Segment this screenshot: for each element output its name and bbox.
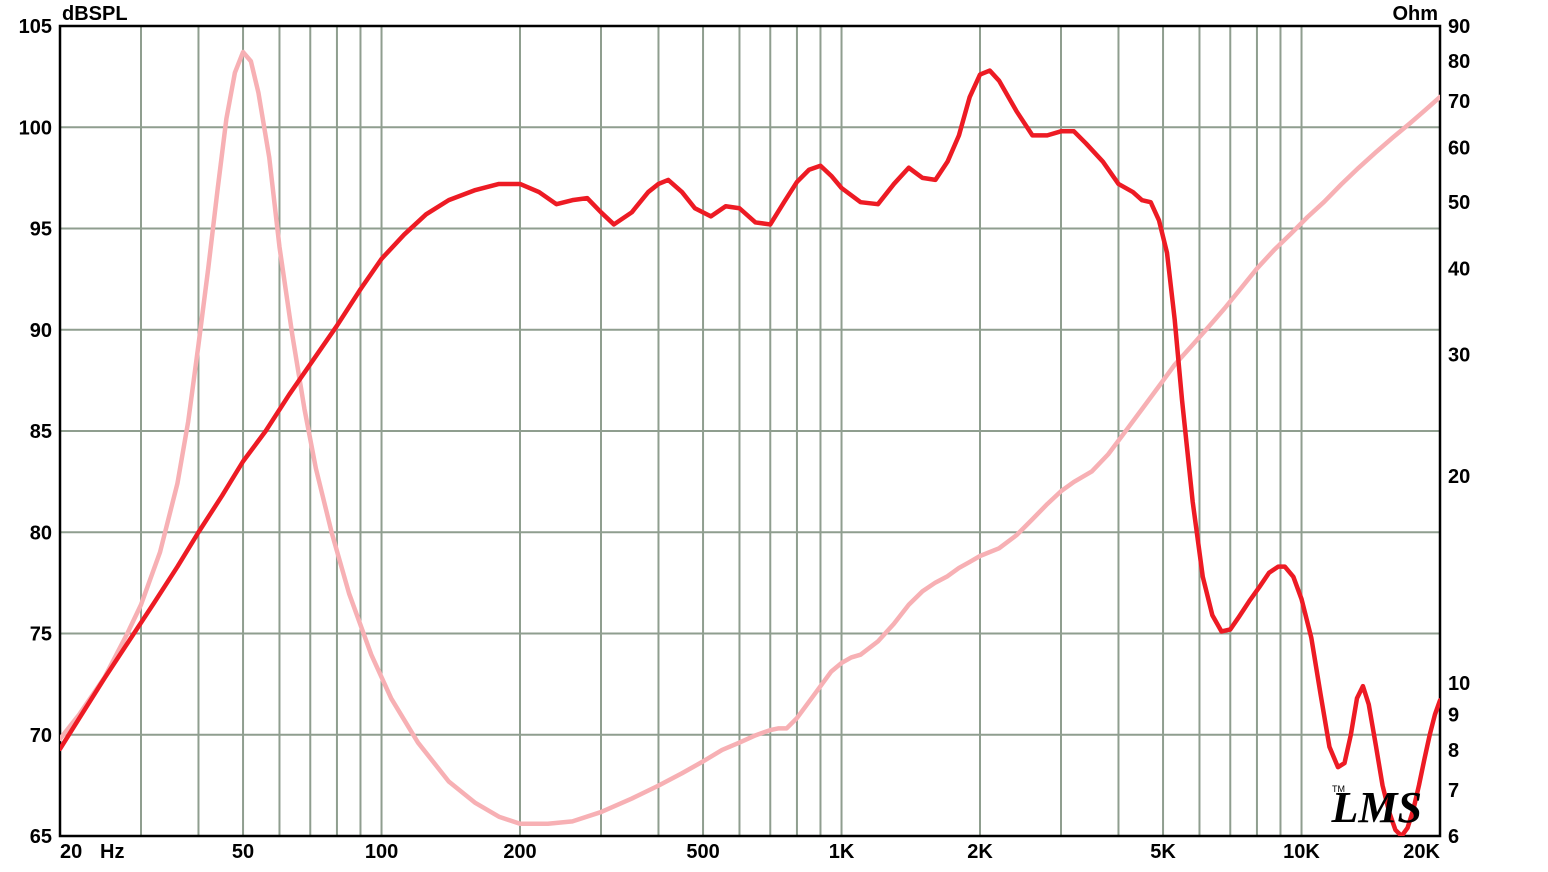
svg-text:TM: TM bbox=[1332, 784, 1345, 794]
x-tick: 100 bbox=[365, 841, 398, 863]
y-left-tick: 80 bbox=[30, 522, 52, 544]
x-tick: 10K bbox=[1283, 841, 1320, 863]
impedance-curve bbox=[60, 52, 1440, 824]
y-left-tick: 100 bbox=[19, 117, 52, 139]
x-tick: 50 bbox=[232, 841, 254, 863]
y-right-label: Ohm bbox=[1392, 3, 1438, 25]
x-tick: 500 bbox=[686, 841, 719, 863]
lms-logo: LMSTM bbox=[1331, 783, 1422, 832]
y-right-tick: 90 bbox=[1448, 16, 1470, 38]
y-right-tick: 9 bbox=[1448, 705, 1459, 727]
y-right-tick: 10 bbox=[1448, 673, 1470, 695]
y-right-tick: 30 bbox=[1448, 345, 1470, 367]
y-left-tick: 75 bbox=[30, 624, 52, 646]
x-tick: 20K bbox=[1403, 841, 1440, 863]
y-left-tick: 70 bbox=[30, 725, 52, 747]
y-right-tick: 40 bbox=[1448, 259, 1470, 281]
y-right-tick: 6 bbox=[1448, 826, 1459, 848]
frequency-response-chart: 65 70 75 80 85 90 95 100 105 dBSPL 6 7 8 9 10 20 30 40 50 6… bbox=[0, 0, 1548, 872]
y-left-tick: 85 bbox=[30, 421, 52, 443]
y-right-tick: 60 bbox=[1448, 137, 1470, 159]
y-left-label: dBSPL bbox=[62, 3, 128, 25]
spl-curve bbox=[60, 71, 1440, 836]
y-right-tick: 50 bbox=[1448, 192, 1470, 214]
y-right-tick: 80 bbox=[1448, 51, 1470, 73]
y-right-tick: 20 bbox=[1448, 466, 1470, 488]
y-left-tick: 95 bbox=[30, 219, 52, 241]
y-right-tick: 8 bbox=[1448, 740, 1459, 762]
x-tick: 5K bbox=[1150, 841, 1176, 863]
series-group bbox=[60, 52, 1440, 836]
y-right-tick: 70 bbox=[1448, 91, 1470, 113]
y-left-tick: 65 bbox=[30, 826, 52, 848]
y-left-tick: 105 bbox=[19, 16, 52, 38]
x-axis-label: Hz bbox=[100, 841, 124, 863]
x-tick: 1K bbox=[829, 841, 855, 863]
y-left-tick: 90 bbox=[30, 320, 52, 342]
x-tick: 200 bbox=[503, 841, 536, 863]
chart-svg: 65 70 75 80 85 90 95 100 105 dBSPL 6 7 8 9 10 20 30 40 50 6… bbox=[0, 0, 1548, 872]
x-tick: 20 bbox=[60, 841, 82, 863]
y-right-tick: 7 bbox=[1448, 780, 1459, 802]
x-tick: 2K bbox=[967, 841, 993, 863]
